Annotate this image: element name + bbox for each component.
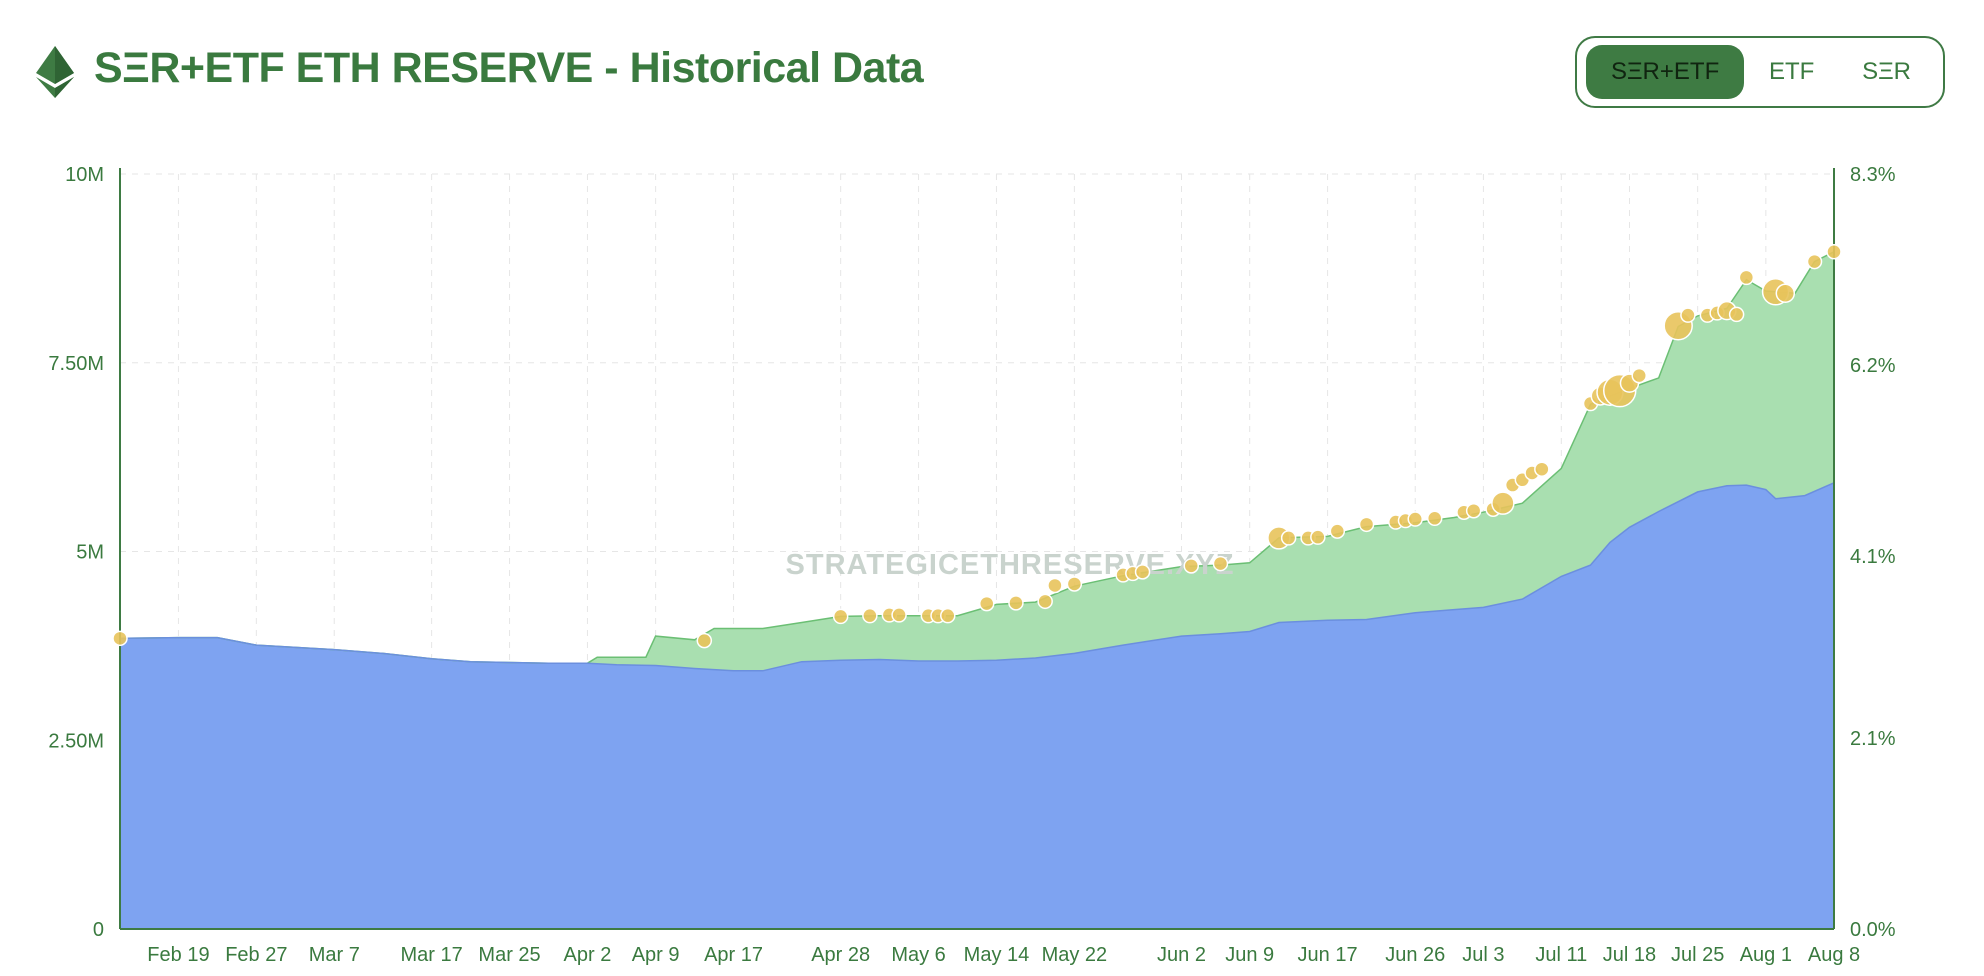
purchase-bubble (1066, 576, 1083, 592)
purchase-bubble (1728, 306, 1745, 323)
purchase-bubble (1680, 307, 1696, 323)
x-tick-label: Jun 17 (1298, 944, 1358, 966)
etf-holdings-area (120, 482, 1834, 929)
view-toggle: SΞR+ETF ETF SΞR (1575, 36, 1945, 108)
reserve-chart: STRATEGICETHRESERVE.XYZ 0 2.50M 5M 7.50M 10M… (48, 164, 1895, 966)
purchase-bubble (1738, 269, 1755, 286)
x-tick-label: May 14 (964, 944, 1030, 966)
etf-line (119, 482, 1835, 672)
x-tick-label: Apr 28 (811, 944, 870, 966)
x-tick-label: Jun 2 (1157, 944, 1206, 966)
x-tick-label: Mar 25 (478, 944, 540, 966)
purchase-bubble (1329, 523, 1346, 539)
y-tick-label-right: 0.0% (1850, 919, 1896, 941)
y-tick-label-left: 10M (65, 164, 104, 186)
ethereum-icon (36, 46, 74, 98)
y-tick-label-right: 4.1% (1850, 546, 1896, 568)
purchase-bubble (1358, 516, 1375, 533)
x-tick-label: May 22 (1042, 944, 1108, 966)
watermark-text: STRATEGICETHRESERVE.XYZ (786, 549, 1235, 581)
purchase-bubble (1426, 510, 1443, 527)
y-tick-label-left: 2.50M (48, 730, 104, 752)
x-tick-label: Apr 9 (632, 944, 680, 966)
y-tick-label-right: 8.3% (1850, 164, 1896, 186)
purchase-bubble (1826, 244, 1842, 260)
axes-layer: 0 2.50M 5M 7.50M 10M 0.0% 2.1% 4.1% 6.2% 8.3% Feb … (48, 164, 1895, 966)
y-tick-label-right: 2.1% (1850, 728, 1896, 750)
purchase-bubble (1775, 283, 1796, 304)
x-tick-label: Jul 3 (1462, 944, 1504, 966)
purchase-bubble (1212, 555, 1229, 572)
purchase-bubble (1037, 593, 1053, 610)
x-tick-label: Feb 27 (225, 944, 287, 966)
page-title: SΞR+ETF ETH RESERVE - Historical Data (94, 44, 924, 92)
x-tick-label: Mar 7 (309, 944, 360, 966)
purchase-bubble (1310, 529, 1326, 545)
toggle-ser-button[interactable]: SΞR (1839, 45, 1934, 99)
purchase-bubbles (112, 244, 1842, 649)
x-tick-label: Apr 17 (704, 944, 763, 966)
toggle-ser-etf-button[interactable]: SΞR+ETF (1586, 45, 1745, 99)
header: SΞR+ETF ETH RESERVE - Historical Data SΞ… (0, 0, 1984, 140)
purchase-bubble (1407, 511, 1423, 527)
purchase-bubble (978, 595, 995, 612)
purchase-bubble (1491, 491, 1515, 515)
x-tick-label: Apr 2 (564, 944, 612, 966)
purchase-bubble (1183, 558, 1199, 574)
purchase-bubble (1631, 367, 1647, 384)
purchase-bubble (832, 608, 849, 625)
y-tick-label-right: 6.2% (1850, 355, 1896, 377)
x-tick-label: May 6 (891, 944, 945, 966)
purchase-bubble (1280, 530, 1297, 546)
y-tick-label-left: 5M (76, 542, 104, 564)
x-tick-label: Jul 18 (1603, 944, 1656, 966)
y-tick-label-left: 0 (93, 919, 104, 941)
purchase-bubble (940, 607, 956, 624)
x-tick-label: Jul 25 (1671, 944, 1724, 966)
purchase-bubble (1047, 577, 1063, 594)
x-tick-label: Aug 8 (1808, 944, 1860, 966)
purchase-bubble (112, 630, 128, 647)
purchase-bubble (696, 632, 713, 649)
toggle-etf-button[interactable]: ETF (1744, 45, 1839, 99)
x-tick-label: Jul 11 (1535, 944, 1587, 966)
purchase-bubble (1806, 253, 1823, 270)
x-tick-label: Jun 26 (1385, 944, 1445, 966)
purchase-bubble (1534, 461, 1550, 477)
purchase-bubble (1465, 502, 1482, 519)
x-tick-label: Mar 17 (401, 944, 463, 966)
x-tick-label: Feb 19 (147, 944, 209, 966)
purchase-bubble (1008, 595, 1024, 611)
x-tick-label: Aug 1 (1740, 944, 1792, 966)
purchase-bubble (1134, 564, 1151, 580)
x-tick-label: Jun 9 (1225, 944, 1274, 966)
purchase-bubble (862, 607, 878, 624)
y-tick-label-left: 7.50M (48, 353, 104, 375)
purchase-bubble (891, 607, 907, 623)
